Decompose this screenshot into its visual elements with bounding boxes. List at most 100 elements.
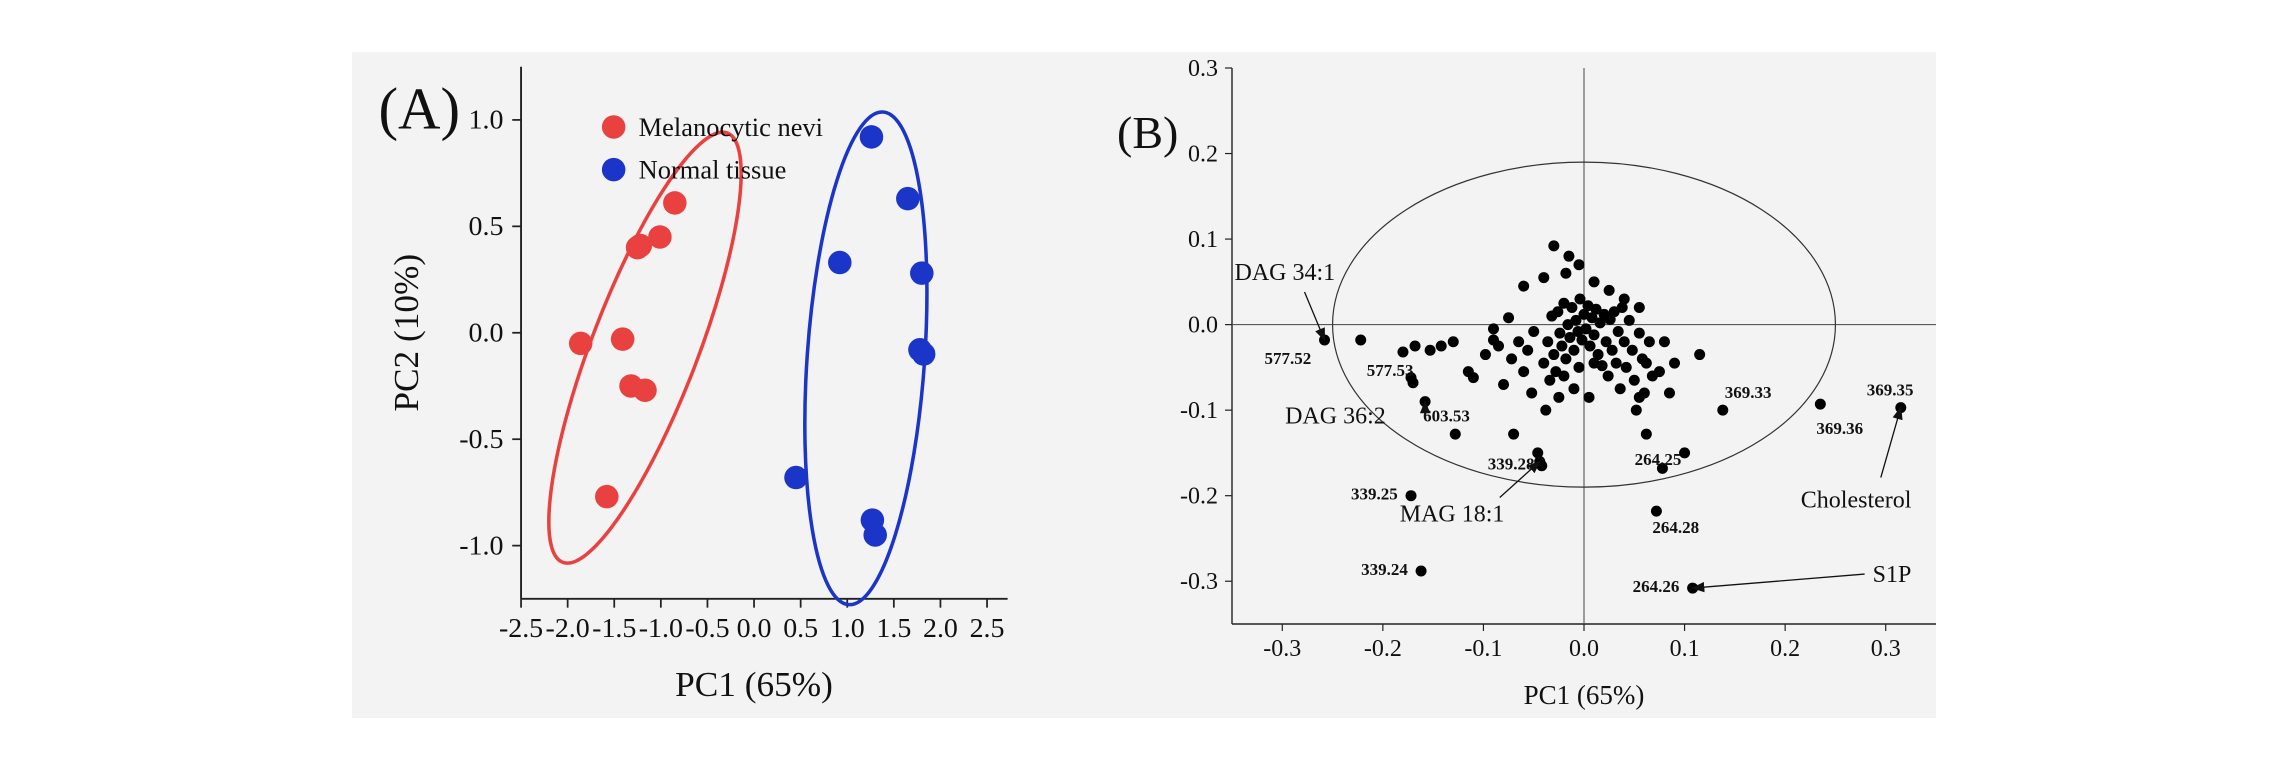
chart-b: -0.3 -0.2 -0.1 0.0 0.1 0.2 0.3 -0.3 -0.2 -0.1 0.0 0… [1117,56,1936,710]
data-point [625,235,650,260]
y-tick-label: 0.0 [469,318,504,349]
loading-point [1487,323,1499,335]
y-tick-label: -0.5 [459,424,503,455]
loading-point [1717,404,1729,416]
loading-point [1538,272,1550,284]
x-tick-label: -0.3 [1263,636,1301,662]
loading-point [1610,357,1622,369]
x-tick-label: 2.0 [923,613,958,644]
x-axis-label: PC1 (65%) [1524,680,1645,710]
loading-point [1513,336,1525,348]
panel-label: (A) [378,76,460,141]
x-tick-label: -2.5 [499,613,543,644]
loading-point [1618,293,1630,305]
loading-point [1532,447,1544,459]
loading-point [1447,336,1459,348]
y-tick-label: 0.2 [1188,142,1218,168]
x-tick-label: 0.5 [783,613,818,644]
data-point [910,261,934,285]
x-tick-label: 0.3 [1871,636,1901,662]
data-point [911,342,936,366]
figure: -2.5 -2.0 -1.5 -1.0 -0.5 0.0 0.5 1.0 1.5 2.0 2.5 -1… [352,52,1936,718]
loading-point [1633,327,1645,339]
loading-point [1606,344,1618,356]
loading-point [1573,259,1585,271]
loading-point [1568,344,1580,356]
point-label: 339.25 [1351,485,1398,504]
y-tick-label: -1.0 [459,530,503,561]
x-axis-label: PC1 (65%) [675,665,833,704]
loading-point [1640,357,1652,369]
loading-point [1623,314,1635,326]
loading-point [1663,387,1675,399]
loading-point [1630,404,1642,416]
data-point [828,250,852,275]
data-point [648,225,672,249]
loading-point [1586,312,1598,324]
y-axis-label: PC2 (10%) [387,254,426,412]
loading-point [1503,312,1515,324]
data-point [896,186,920,211]
annotation-label: S1P [1873,562,1912,588]
loading-point [1506,353,1518,365]
annotation-label: Cholesterol [1801,488,1912,514]
x-tick-label: 0.2 [1770,636,1800,662]
y-tick-label: 0.1 [1188,227,1218,253]
plot-b: -0.3 -0.2 -0.1 0.0 0.1 0.2 0.3 -0.3 -0.2 -0.1 0.0 0… [1117,56,1936,710]
point-label: 603.53 [1423,407,1470,426]
point-label: 264.25 [1635,450,1682,469]
x-tick-label: -1.5 [592,613,636,644]
loading-point [1415,565,1427,577]
loading-point [1556,340,1568,352]
data-point [610,327,635,351]
loading-point [1536,460,1548,472]
loading-point [1553,391,1565,403]
loading-point [1588,357,1600,369]
confidence-ellipse [547,130,743,565]
loading-point [1405,490,1417,502]
loading-point [1588,276,1600,288]
data-point [859,125,884,149]
legend-marker [601,115,626,139]
loading-point [1602,370,1614,382]
loading-point [1409,340,1421,352]
data-point [595,484,619,509]
x-tick-label: -0.1 [1464,636,1502,662]
loading-point [1656,462,1668,474]
legend-marker [601,157,626,182]
annotation-arrow [1499,460,1541,498]
loading-point [1658,336,1670,348]
loading-point [1522,344,1534,356]
annotation-arrow [1880,406,1903,478]
point-label: 577.53 [1367,361,1414,380]
loading-point [1669,357,1681,369]
y-tick-label: -0.3 [1180,569,1218,595]
loading-point [1568,383,1580,395]
loading-point [1397,346,1409,358]
loading-point [1558,370,1570,382]
data-point [863,523,887,547]
loading-point [1574,293,1586,305]
loading-point [1600,336,1612,348]
x-tick-label: 0.0 [737,613,772,644]
loading-point [1550,366,1562,378]
point-label: 369.33 [1725,383,1772,402]
data-point [784,465,808,490]
loading-point [1518,280,1530,292]
loading-point [1435,340,1447,352]
loading-point [1640,428,1652,440]
loading-point [1467,372,1479,384]
loading-point [1576,334,1588,346]
loading-point [1493,340,1505,352]
loading-point [1560,353,1572,365]
loading-point [1612,325,1624,337]
loading-point [1508,428,1520,440]
x-tick-label: -2.0 [546,613,590,644]
loading-point [1566,302,1578,314]
loading-point [1548,349,1560,361]
loading-point [1570,314,1582,326]
plot-a: -2.5 -2.0 -1.5 -1.0 -0.5 0.0 0.5 1.0 1.5 2.0 2.5-1… [378,66,1008,704]
loading-point [1616,302,1628,314]
loading-point [1618,336,1630,348]
x-tick-label: 0.1 [1670,636,1700,662]
